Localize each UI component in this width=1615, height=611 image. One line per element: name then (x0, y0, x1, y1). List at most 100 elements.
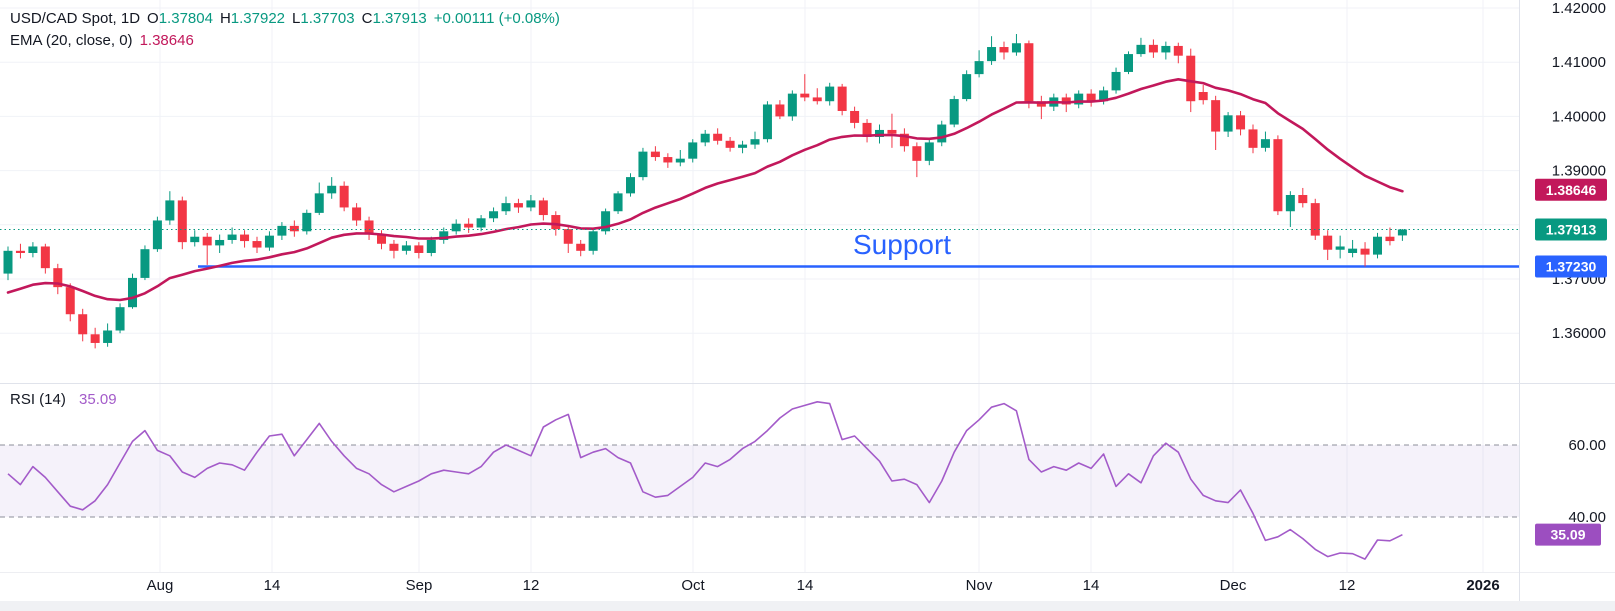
candle-body (327, 185, 337, 194)
ema-line (6, 78, 1404, 302)
rsi-axis-label[interactable]: 60.00 (1568, 437, 1606, 454)
price-axis-label[interactable]: 1.39000 (1552, 163, 1606, 180)
candle-body (1074, 93, 1084, 105)
candle-body (588, 231, 598, 251)
candle-body (837, 86, 847, 111)
candle-body (1223, 115, 1233, 132)
price-axis-label[interactable]: 1.41000 (1552, 54, 1606, 71)
rsi-axis-label[interactable]: 40.00 (1568, 509, 1606, 526)
candle-body (650, 151, 660, 158)
candle-body (252, 241, 262, 248)
candle-body (1335, 246, 1345, 250)
candle-body (1186, 55, 1196, 102)
support-annotation-label[interactable]: Support (853, 229, 952, 260)
candle-body (1360, 248, 1370, 255)
candle-body (240, 234, 250, 242)
candle-body (1323, 235, 1333, 250)
ohlc-high: H1.37922 (219, 10, 286, 27)
time-axis-label[interactable]: Nov (966, 577, 993, 594)
time-axis-label[interactable]: Aug (147, 577, 174, 594)
candle-body (1086, 93, 1096, 102)
ema-label: EMA (20, close, 0) (10, 32, 133, 49)
candle-body (974, 61, 984, 75)
last-price-badge (1535, 218, 1607, 241)
candle-body (227, 234, 237, 240)
candle-body (364, 220, 374, 235)
candle-body (202, 236, 212, 246)
candle-body (414, 245, 424, 253)
candle-body (65, 287, 75, 315)
candle-body (526, 200, 536, 208)
candle-body (962, 74, 972, 100)
candle-body (762, 104, 772, 140)
candle-body (339, 185, 349, 208)
candle-body (53, 268, 63, 288)
rsi-value-badge (1535, 523, 1601, 546)
candle-body (924, 142, 934, 161)
time-axis-label[interactable]: 2026 (1466, 577, 1499, 594)
candle-body (551, 215, 561, 230)
ohlc-low: L1.37703 (292, 10, 355, 27)
candle-body (140, 249, 150, 278)
candle-body (1136, 44, 1146, 55)
candle-body (899, 133, 909, 147)
candle-body (713, 133, 723, 141)
time-axis-label[interactable]: Dec (1220, 577, 1247, 594)
candle-body (1161, 45, 1171, 53)
candle-body (1148, 44, 1158, 53)
price-axis-label[interactable]: 1.40000 (1552, 108, 1606, 125)
candle-body (1011, 43, 1021, 53)
candle-body (937, 124, 947, 143)
rsi-line (7, 400, 1403, 560)
candle-body (489, 211, 499, 219)
candle-body (451, 223, 461, 232)
price-axis-label[interactable]: 1.42000 (1552, 0, 1606, 17)
rsi-label: RSI (14) (10, 391, 66, 408)
candle-body (626, 177, 635, 194)
candle-body (688, 142, 698, 159)
symbol-title: USD/CAD Spot, 1D (10, 10, 141, 27)
candle-body (700, 133, 710, 143)
candle-body (426, 239, 436, 253)
time-axis-label[interactable]: 12 (1339, 577, 1356, 594)
candle-body (439, 231, 449, 240)
candle-body (1061, 97, 1071, 105)
candle-body (800, 93, 810, 98)
candle-body (1124, 54, 1133, 72)
candle-body (1260, 139, 1270, 148)
candle-body (1111, 71, 1121, 91)
candle-body (401, 245, 411, 251)
time-axis-label[interactable]: 14 (264, 577, 281, 594)
candle-body (40, 246, 50, 269)
candle-body (103, 330, 113, 343)
candle-body (1024, 43, 1034, 102)
rsi-legend: RSI (14) 35.09 (10, 391, 117, 408)
ema-legend-row: EMA (20, close, 0) 1.38646 (10, 30, 560, 52)
candle-body (177, 200, 187, 243)
candle-body (750, 139, 760, 145)
candle-body (513, 203, 523, 208)
candle-body (949, 99, 959, 125)
support-price-badge (1535, 255, 1607, 278)
time-axis-label[interactable]: Oct (681, 577, 705, 594)
support-price-badge-text: 1.37230 (1546, 259, 1597, 275)
candle-body (28, 246, 38, 253)
time-axis-label[interactable]: 14 (797, 577, 814, 594)
candle-body (725, 140, 735, 148)
candle-body (277, 225, 287, 236)
price-axis-label[interactable]: 1.36000 (1552, 325, 1606, 342)
candle-body (912, 146, 922, 161)
time-axis-label[interactable]: 14 (1083, 577, 1100, 594)
candle-body (389, 243, 399, 251)
ema-value-badge (1535, 178, 1607, 201)
time-axis-label[interactable]: Sep (406, 577, 433, 594)
ema-value-badge-text: 1.38646 (1546, 182, 1597, 198)
change-value: +0.00111 (+0.08%) (433, 10, 560, 27)
candle-body (812, 97, 822, 102)
ohlc-open: O1.37804 (147, 10, 213, 27)
time-axis-label[interactable]: 12 (523, 577, 540, 594)
last-price-badge-text: 1.37913 (1546, 222, 1597, 238)
candle-body (538, 200, 548, 216)
